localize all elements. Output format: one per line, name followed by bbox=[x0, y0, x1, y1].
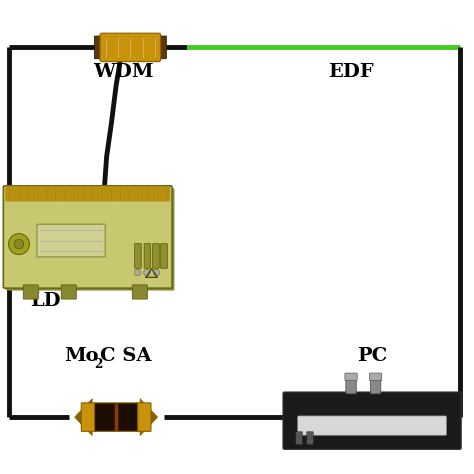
FancyBboxPatch shape bbox=[161, 244, 167, 268]
FancyBboxPatch shape bbox=[6, 188, 174, 291]
Text: C SA: C SA bbox=[100, 347, 152, 365]
FancyBboxPatch shape bbox=[135, 244, 141, 268]
Text: 2: 2 bbox=[94, 358, 102, 371]
Circle shape bbox=[9, 234, 29, 255]
FancyBboxPatch shape bbox=[100, 33, 161, 62]
FancyBboxPatch shape bbox=[158, 36, 166, 59]
Polygon shape bbox=[140, 399, 157, 436]
FancyBboxPatch shape bbox=[37, 224, 105, 257]
FancyBboxPatch shape bbox=[23, 285, 38, 299]
Polygon shape bbox=[74, 399, 92, 436]
Circle shape bbox=[14, 239, 24, 249]
FancyBboxPatch shape bbox=[346, 376, 356, 394]
Circle shape bbox=[134, 269, 141, 276]
FancyBboxPatch shape bbox=[82, 403, 95, 431]
FancyBboxPatch shape bbox=[153, 244, 159, 268]
FancyBboxPatch shape bbox=[369, 373, 382, 381]
FancyBboxPatch shape bbox=[298, 416, 447, 435]
Text: WDM: WDM bbox=[93, 63, 154, 81]
FancyBboxPatch shape bbox=[283, 392, 461, 449]
FancyBboxPatch shape bbox=[307, 432, 313, 445]
Text: PC: PC bbox=[357, 347, 387, 365]
FancyBboxPatch shape bbox=[94, 403, 137, 431]
FancyBboxPatch shape bbox=[94, 36, 102, 59]
FancyBboxPatch shape bbox=[370, 376, 381, 394]
Circle shape bbox=[144, 269, 150, 276]
Text: LD: LD bbox=[30, 292, 60, 310]
FancyBboxPatch shape bbox=[61, 285, 76, 299]
FancyBboxPatch shape bbox=[132, 285, 147, 299]
FancyBboxPatch shape bbox=[5, 186, 170, 201]
Text: EDF: EDF bbox=[328, 63, 374, 81]
FancyBboxPatch shape bbox=[144, 244, 151, 268]
Text: Mo: Mo bbox=[64, 347, 99, 365]
Circle shape bbox=[153, 269, 160, 276]
FancyBboxPatch shape bbox=[3, 186, 172, 288]
FancyBboxPatch shape bbox=[137, 403, 151, 431]
FancyBboxPatch shape bbox=[345, 373, 357, 381]
FancyBboxPatch shape bbox=[296, 432, 302, 445]
